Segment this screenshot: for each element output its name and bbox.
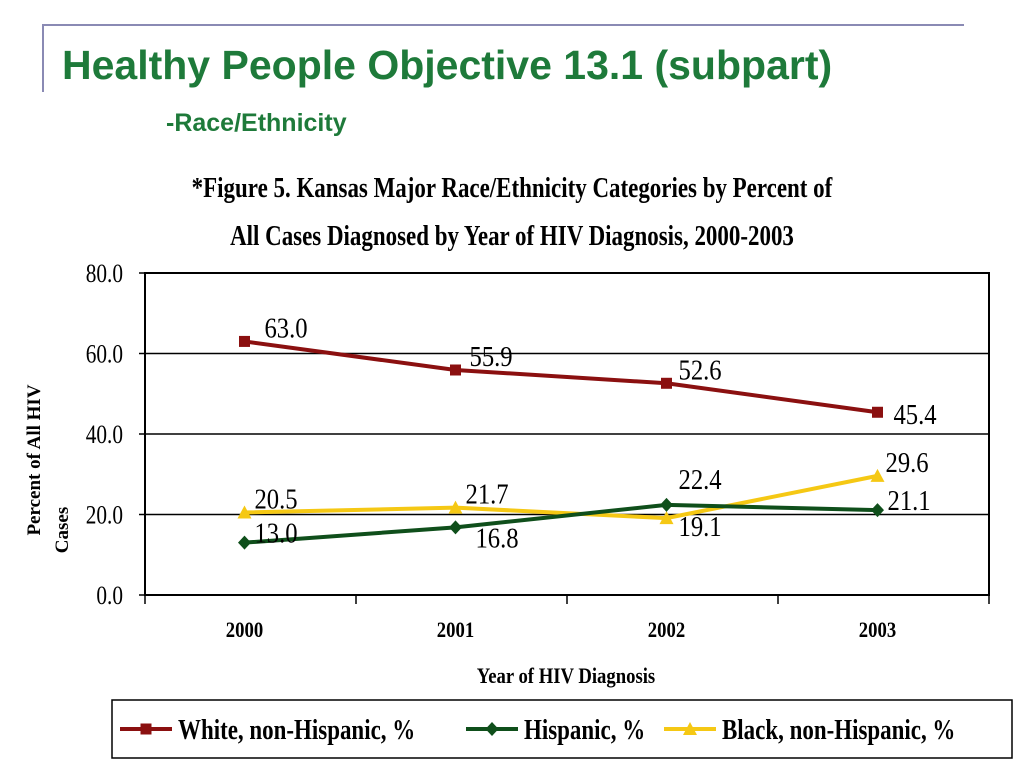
- x-tick-label: 2003: [859, 619, 896, 643]
- y-axis-label: Percent of All HIV Cases: [24, 384, 73, 553]
- data-label: 16.8: [476, 522, 519, 554]
- data-point-square: [450, 364, 461, 376]
- series-line: [244, 473, 878, 521]
- series-triangle: [237, 468, 885, 525]
- data-label: 29.6: [886, 446, 929, 478]
- data-point-triangle: [448, 500, 463, 514]
- y-axis-label-line-2: Cases: [52, 507, 73, 553]
- data-label: 52.6: [679, 353, 722, 385]
- legend-label: White, non-Hispanic, %: [178, 714, 415, 746]
- data-point-triangle: [237, 505, 252, 519]
- legend-label: Black, non-Hispanic, %: [722, 714, 955, 746]
- data-point-square: [239, 335, 250, 347]
- legend-marker-square: [140, 723, 152, 735]
- chart-title-line-2: All Cases Diagnosed by Year of HIV Diagn…: [230, 220, 794, 252]
- data-label: 55.9: [470, 340, 513, 372]
- data-point-diamond: [871, 503, 884, 518]
- legend-label: Hispanic, %: [524, 714, 645, 746]
- data-point-square: [872, 406, 883, 418]
- legend-marker-diamond: [485, 722, 499, 736]
- y-tick-label: 60.0: [86, 341, 123, 369]
- legend-item: Hispanic, %: [466, 714, 645, 746]
- series-line: [244, 502, 878, 545]
- series-diamond: [238, 497, 884, 550]
- slide-title: Healthy People Objective 13.1 (subpart): [62, 42, 833, 88]
- x-tick-label: 2002: [648, 619, 685, 643]
- y-tick-label: 0.0: [96, 582, 123, 610]
- y-tick-label: 20.0: [86, 502, 123, 530]
- data-label: 21.1: [888, 484, 931, 516]
- series-square: [239, 335, 883, 418]
- data-point-square: [661, 377, 672, 389]
- data-label: 22.4: [679, 463, 723, 495]
- legend-box: [111, 699, 1013, 759]
- legend-item: White, non-Hispanic, %: [120, 714, 415, 746]
- data-label: 19.1: [679, 510, 722, 542]
- title-accent-bar: [42, 24, 44, 92]
- series-line: [244, 339, 878, 415]
- data-point-triangle: [870, 468, 885, 482]
- data-point-diamond: [660, 497, 673, 512]
- x-tick-label: 2001: [437, 619, 474, 643]
- title-accent-line: [42, 24, 964, 26]
- data-point-diamond: [238, 535, 251, 550]
- chart-title-line-1: *Figure 5. Kansas Major Race/Ethnicity C…: [192, 172, 833, 204]
- legend-marker-triangle: [683, 722, 697, 735]
- data-label: 20.5: [255, 483, 298, 515]
- x-axis-label: Year of HIV Diagnosis: [477, 665, 655, 689]
- y-tick-label: 80.0: [86, 260, 123, 288]
- y-axis-ticks: 0.0 20.0 40.0 60.0 80.0: [86, 260, 145, 611]
- legend: White, non-Hispanic, % Hispanic, % Black, …: [120, 714, 955, 746]
- x-tick-label: 2000: [226, 619, 263, 643]
- data-point-triangle: [659, 511, 674, 525]
- legend-item: Black, non-Hispanic, %: [664, 714, 955, 746]
- data-labels: 63.0 55.9 52.6 45.4 13.0 16.8 22.4 21.1 20.5 21.7…: [255, 312, 938, 554]
- data-label: 45.4: [894, 398, 938, 430]
- data-label: 21.7: [466, 478, 509, 510]
- data-label: 13.0: [255, 517, 298, 549]
- data-point-diamond: [449, 520, 462, 535]
- slide-subtitle: -Race/Ethnicity: [166, 109, 347, 137]
- series-group: [237, 335, 885, 550]
- y-axis-label-line-1: Percent of All HIV: [24, 384, 45, 535]
- y-tick-label: 40.0: [86, 421, 123, 449]
- data-label: 63.0: [265, 312, 308, 344]
- x-axis-ticks: 2000 2001 2002 2003: [144, 595, 990, 643]
